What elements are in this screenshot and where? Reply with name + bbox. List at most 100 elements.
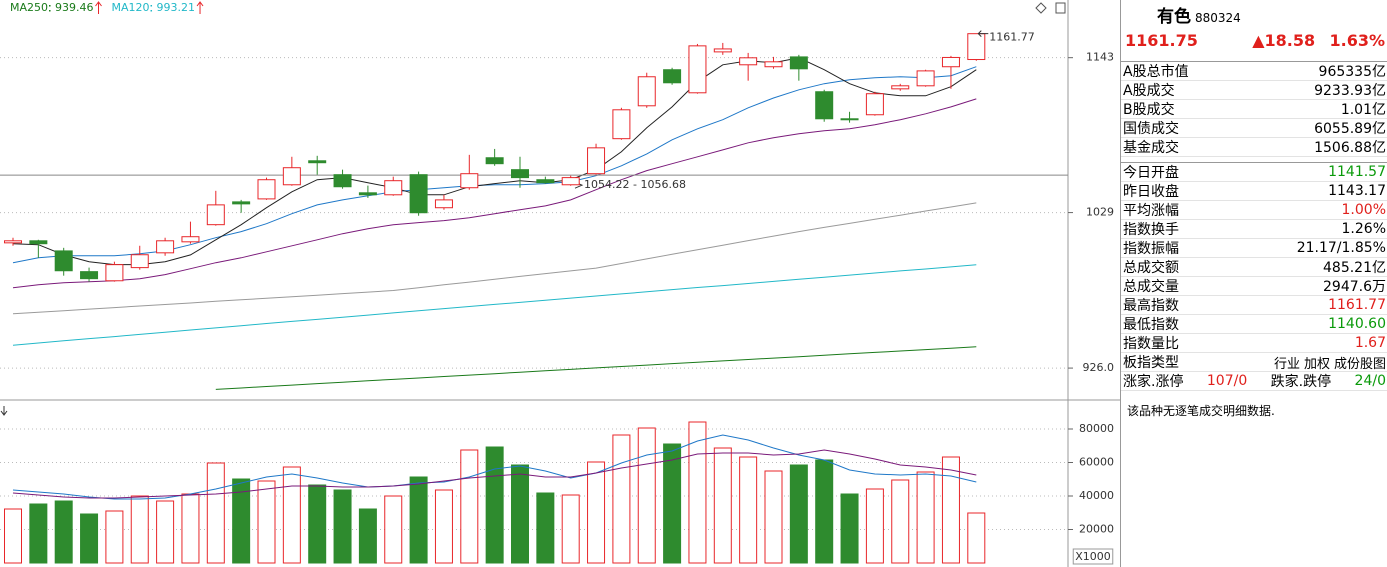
volume-unit: X1000 [1075, 550, 1111, 563]
candle-body [282, 167, 301, 186]
volume-bar [4, 508, 22, 564]
row-label: 平均涨幅 [1123, 203, 1179, 219]
legend-colon [150, 10, 153, 12]
candle-body [181, 236, 200, 243]
row-value: 1161.77 [1328, 297, 1386, 313]
volume-bar [409, 476, 428, 564]
volume-bar [840, 493, 859, 564]
y-tick-label: 40000 [1079, 489, 1114, 502]
y-tick-label: 926.0 [1083, 361, 1115, 374]
candle-body [561, 177, 580, 186]
candle-body [358, 192, 377, 196]
window-icon[interactable] [1055, 2, 1066, 14]
row-label: 板指类型 [1123, 355, 1179, 371]
row-value: 1.00% [1341, 202, 1386, 218]
row-label: B股成交 [1123, 102, 1175, 118]
breadth-label: 涨家.涨停 [1123, 374, 1184, 390]
ma-line [12, 434, 977, 500]
candle-body [333, 174, 352, 188]
quote-row: 平均涨幅 1.00% [1121, 201, 1387, 220]
candle-body [105, 264, 124, 282]
market-rows: A股总市值 965335亿 A股成交 9233.93亿 B股成交 1.01亿国债成交 605… [1121, 61, 1387, 157]
candle-body [257, 179, 276, 200]
volume-bar [105, 510, 124, 564]
candle-body [206, 204, 225, 226]
row-label: A股总市值 [1123, 64, 1189, 80]
quote-row: 国债成交 6055.89亿 [1121, 119, 1387, 138]
high-arrow [977, 30, 989, 38]
legend-name: MA120 [112, 1, 150, 14]
y-tick-label: 60000 [1079, 455, 1114, 468]
candle-body [130, 254, 149, 269]
volume-bar [536, 492, 555, 564]
volume-bar [308, 484, 327, 564]
candle-body [511, 169, 529, 179]
row-label: 最高指数 [1123, 298, 1179, 314]
row-label: 总成交额 [1123, 260, 1179, 276]
ma-line [12, 449, 977, 499]
volume-bar [663, 443, 682, 564]
legend-value: 939.46 [55, 1, 94, 14]
last-price: 1161.75 [1125, 31, 1198, 50]
row-value: 1.26% [1341, 221, 1386, 237]
candle-body [713, 48, 732, 53]
volume-bar [916, 471, 935, 564]
candle-body [688, 45, 707, 94]
row-value: 1143.17 [1328, 183, 1386, 199]
candle-body [941, 56, 960, 68]
volume-bar [688, 421, 707, 564]
volume-bar [865, 488, 884, 564]
volume-bar [156, 500, 175, 564]
quote-row: 昨日收盘 1143.17 [1121, 182, 1387, 201]
candle-body [29, 240, 48, 245]
candle-body [536, 179, 555, 184]
row-label: 国债成交 [1123, 121, 1179, 137]
volume-bar [891, 479, 910, 564]
candle-body [485, 157, 504, 165]
candle-body [663, 69, 682, 84]
ma-line [12, 264, 977, 346]
volume-bar [612, 434, 631, 564]
y-tick-label: 80000 [1079, 422, 1114, 435]
volume-bar [739, 456, 758, 564]
breadth-row: 涨家.涨停 107/0 跌家.跌停 24/0 [1121, 372, 1387, 391]
candle-body [612, 109, 631, 140]
row-value: 1141.57 [1328, 164, 1386, 180]
volume-bar [333, 489, 352, 564]
quote-row: 指数量比 1.67 [1121, 334, 1387, 353]
diamond-icon[interactable] [1035, 2, 1047, 14]
board-type-row: 板指类型 行业 加权 成份股图 [1121, 353, 1387, 372]
candle-body [840, 118, 859, 121]
price-change: ▲18.58 [1252, 31, 1316, 50]
legend-colon [150, 5, 153, 7]
quote-row: 基金成交 1506.88亿 [1121, 138, 1387, 157]
quote-row: 指数换手 1.26% [1121, 220, 1387, 239]
quote-row: 今日开盘 1141.57 [1121, 163, 1387, 182]
row-value: 6055.89亿 [1314, 121, 1386, 137]
candle-body [739, 57, 758, 66]
legend-value: 993.21 [157, 1, 196, 14]
volume-bar [764, 470, 783, 564]
legend-arrow [196, 1, 204, 14]
row-value: 965335亿 [1318, 64, 1386, 80]
row-label: A股成交 [1123, 83, 1175, 99]
volume-bar [232, 478, 251, 564]
volume-bar [434, 489, 453, 564]
candle-body [637, 76, 656, 107]
row-label: 最低指数 [1123, 317, 1179, 333]
volume-bar [587, 461, 606, 564]
y-tick-label: 1029 [1086, 206, 1114, 219]
row-label: 指数量比 [1123, 336, 1179, 352]
quote-row: A股成交 9233.93亿 [1121, 81, 1387, 100]
index-code: 880324 [1195, 11, 1241, 25]
row-value: 1506.88亿 [1314, 140, 1386, 156]
volume-bar [637, 427, 656, 564]
candle-body [156, 240, 175, 254]
volume-bar [80, 513, 99, 564]
breadth-value: 24/0 [1354, 373, 1386, 389]
row-value: 1.01亿 [1340, 102, 1386, 118]
volume-bar [713, 447, 732, 564]
volume-bar [941, 456, 960, 564]
board-tag: 行业 [1273, 356, 1300, 372]
candle-body [54, 250, 73, 272]
